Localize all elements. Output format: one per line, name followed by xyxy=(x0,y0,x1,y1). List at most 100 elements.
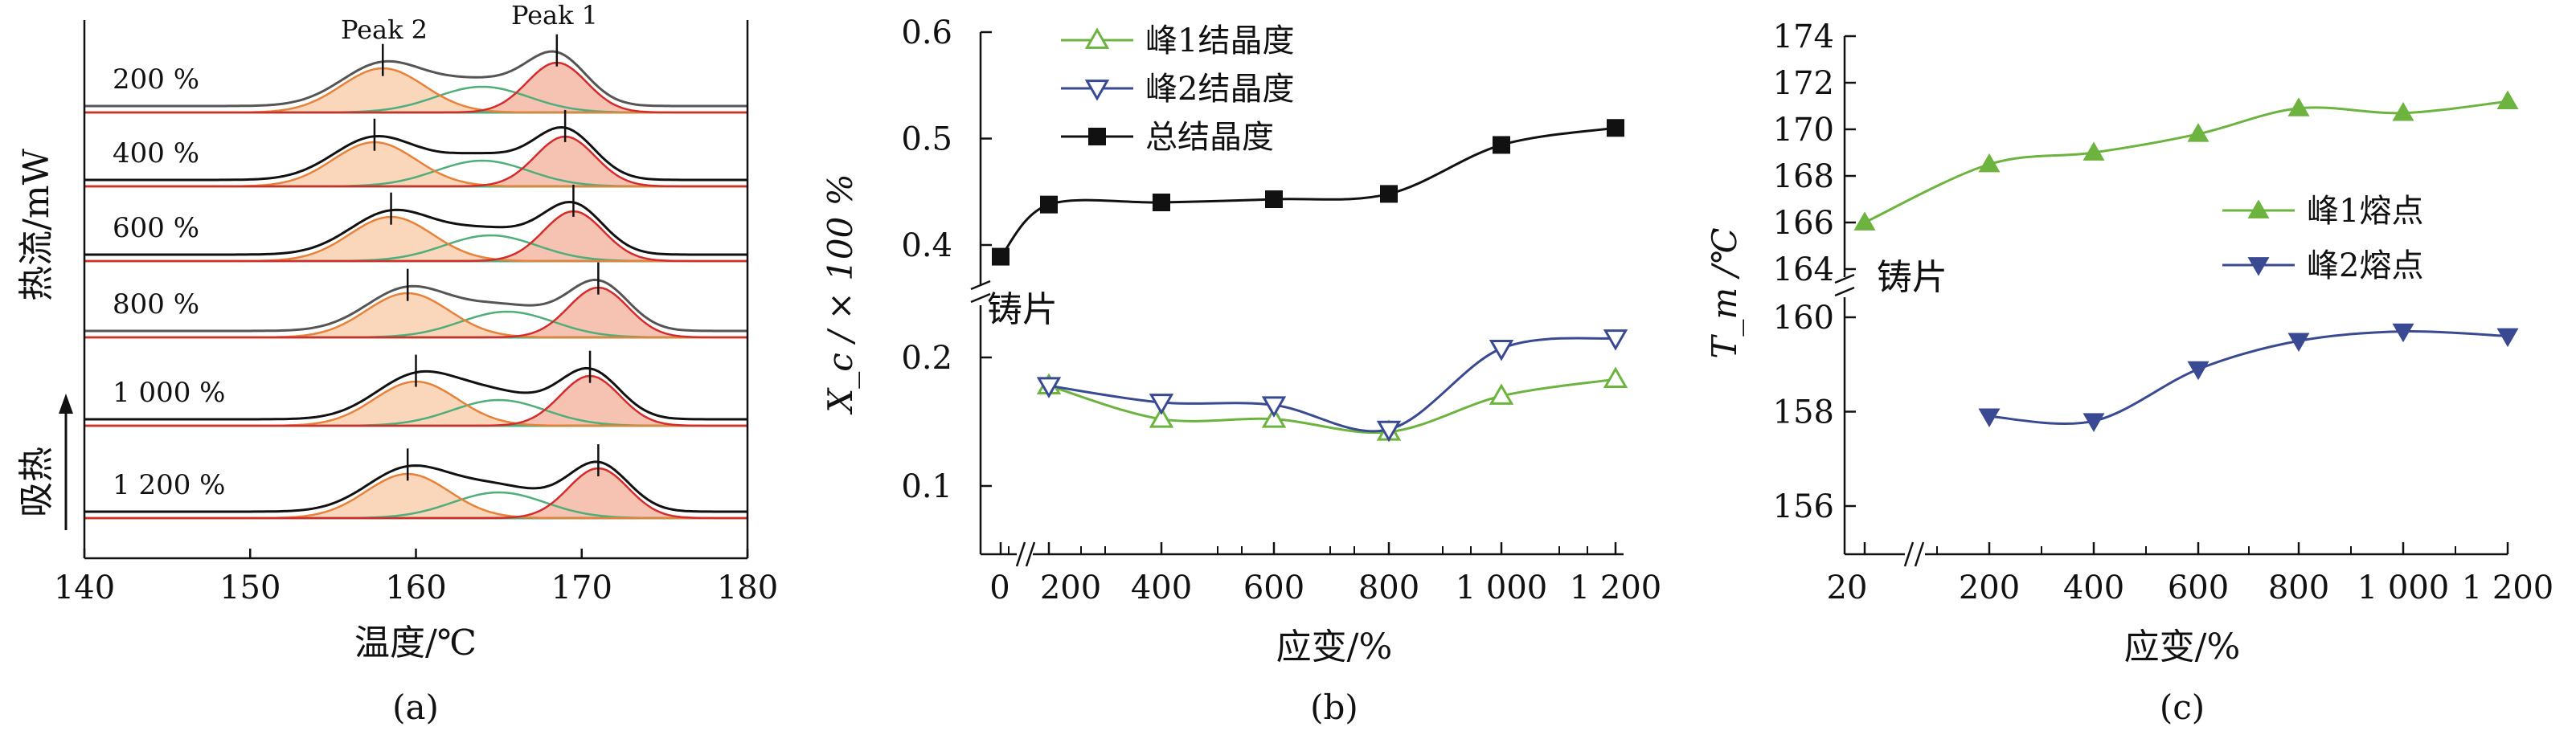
x-tick-label: 1 200 xyxy=(1570,569,1662,606)
y-tick-label: 174 xyxy=(1773,18,1834,55)
panel-b-cast-annotation: 铸片 xyxy=(987,289,1058,330)
total-dsc-curve xyxy=(84,125,747,182)
data-point xyxy=(2083,141,2105,161)
peak1-curve xyxy=(84,210,747,263)
panel-b-x-label: 应变/% xyxy=(1276,627,1393,667)
peak1-curve xyxy=(84,61,747,114)
x-tick-label: 200 xyxy=(1040,569,1101,606)
y-tick-label: 164 xyxy=(1773,251,1834,288)
data-point xyxy=(2392,323,2414,343)
peak2-fill xyxy=(84,382,747,426)
data-point xyxy=(1040,195,1058,214)
data-point xyxy=(1265,190,1283,209)
x-tick-label: 1 000 xyxy=(2357,569,2450,606)
legend-marker xyxy=(2247,257,2270,276)
x-tick-label: 170 xyxy=(551,569,612,606)
curve-strain-label: 400 % xyxy=(113,137,199,169)
panel-b-y-label: X_c / × 100 % xyxy=(821,174,860,414)
data-point xyxy=(1036,377,1062,398)
curve-strain-label: 600 % xyxy=(113,212,199,244)
data-point xyxy=(1853,211,1876,231)
x-tick-label: 600 xyxy=(2168,569,2229,606)
panel-c: 164 166 168 170 172 174 156 158 160 20 200 400 600 80… xyxy=(1705,18,2553,727)
x-tick-label: 140 xyxy=(54,569,115,606)
peak1-curve xyxy=(84,374,747,427)
peak1-curve xyxy=(84,135,747,188)
panel-c-x-label: 应变/% xyxy=(2124,627,2241,667)
legend-marker xyxy=(1084,80,1110,101)
data-point xyxy=(2496,328,2519,348)
curve-strain-label: 1 000 % xyxy=(113,377,225,409)
data-point xyxy=(1153,194,1170,211)
panel-b-frame xyxy=(970,32,1624,567)
x-tick-label: 600 xyxy=(1243,569,1304,606)
x-tick-label: 150 xyxy=(219,569,281,606)
y-tick-label: 0.2 xyxy=(901,340,952,377)
peak2-fill xyxy=(84,68,747,112)
y-tick-label: 156 xyxy=(1773,488,1834,525)
series-line xyxy=(1988,329,2508,426)
panel-c-cast-annotation: 铸片 xyxy=(1877,257,1947,298)
y-tick-label: 158 xyxy=(1773,394,1834,431)
total-dsc-curve xyxy=(84,460,747,513)
legend-label: 总结晶度 xyxy=(1145,119,1274,156)
series-line xyxy=(1048,378,1616,435)
peak1-curve xyxy=(84,286,747,339)
panel-a-x-ticks: 140 150 160 170 180 xyxy=(54,549,778,606)
curve-strain-label: 200 % xyxy=(113,63,199,96)
peak1-label: Peak 1 xyxy=(511,0,598,31)
x-tick-label: 200 xyxy=(1959,569,2020,606)
panel-b: 0.4 0.5 0.6 0.1 0.2 0 200 400 600 800 1 000 1 200 铸… xyxy=(821,14,1661,727)
peak1-curve xyxy=(84,467,747,520)
legend-label: 峰2结晶度 xyxy=(1145,71,1294,108)
panel-b-series xyxy=(992,119,1628,443)
panel-b-ticks: 0.4 0.5 0.6 0.1 0.2 0 200 400 600 800 1 000 1 200 xyxy=(901,14,1661,606)
peak1-fill xyxy=(84,211,747,261)
x-tick-label: 20 xyxy=(1827,569,1868,606)
panel-a: 200 % 400 % 600 % 800 % 1 000 % 1 200 % 140 15… xyxy=(16,0,778,727)
data-point xyxy=(2287,333,2310,353)
y-tick-label: 172 xyxy=(1773,65,1834,102)
panel-c-series xyxy=(1853,90,2519,432)
legend-marker xyxy=(1084,27,1110,49)
total-dsc-curve xyxy=(84,278,747,333)
curve-strain-label: 800 % xyxy=(113,288,199,320)
y-tick-label: 166 xyxy=(1773,205,1834,242)
data-point xyxy=(2392,102,2414,121)
y-tick-label: 0.6 xyxy=(901,14,952,51)
legend-label: 峰2熔点 xyxy=(2307,247,2423,284)
panel-b-label: (b) xyxy=(1310,688,1358,727)
x-tick-label: 400 xyxy=(2063,569,2124,606)
legend-marker xyxy=(1088,128,1106,145)
data-point xyxy=(1489,339,1514,361)
data-point xyxy=(1489,383,1514,405)
panel-c-y-label: T_m /℃ xyxy=(1705,227,1744,358)
x-tick-label: 180 xyxy=(717,569,778,606)
x-tick-label: 800 xyxy=(2268,569,2329,606)
data-point xyxy=(1493,136,1510,154)
data-point xyxy=(1261,396,1287,418)
legend-label: 峰1熔点 xyxy=(2307,193,2423,230)
peak2-label: Peak 2 xyxy=(341,14,428,45)
legend-marker xyxy=(2247,199,2270,218)
x-tick-label: 160 xyxy=(385,569,446,606)
data-point xyxy=(1603,366,1628,389)
peak1-fill xyxy=(84,63,747,112)
data-point xyxy=(2287,97,2310,116)
panel-a-x-label: 温度/℃ xyxy=(354,623,477,663)
data-point xyxy=(1978,408,2001,428)
data-point xyxy=(2083,413,2105,432)
data-point xyxy=(992,247,1010,266)
x-tick-label: 400 xyxy=(1131,569,1192,606)
endo-arrow-head xyxy=(59,394,73,414)
peak2-fill xyxy=(84,293,747,337)
series-line xyxy=(999,126,1616,258)
total-dsc-curve xyxy=(84,200,747,256)
data-point xyxy=(1380,185,1398,203)
x-tick-label: 1 200 xyxy=(2462,569,2554,606)
data-point xyxy=(1261,406,1287,428)
panel-a-label: (a) xyxy=(392,688,439,727)
peak1-fill xyxy=(84,288,747,337)
peak1-fill xyxy=(84,376,747,426)
